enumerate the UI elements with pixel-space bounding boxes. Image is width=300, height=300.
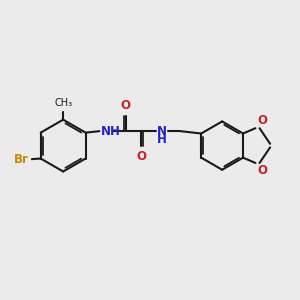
Text: O: O [136, 150, 146, 163]
Text: O: O [257, 114, 267, 127]
Text: CH₃: CH₃ [54, 98, 72, 108]
Text: NH: NH [101, 125, 121, 138]
Text: Br: Br [14, 153, 28, 166]
Text: N: N [157, 125, 167, 138]
Text: O: O [121, 99, 130, 112]
Text: O: O [257, 164, 267, 177]
Text: H: H [157, 133, 167, 146]
